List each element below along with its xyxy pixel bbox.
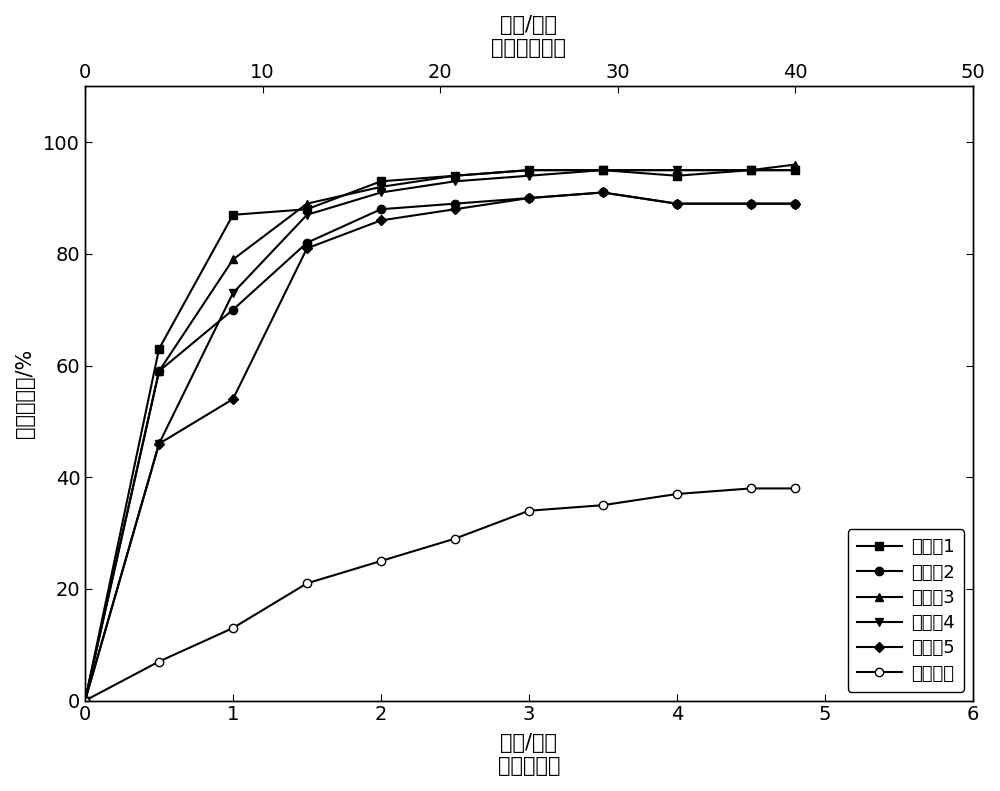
实施例1 [789, 165, 801, 175]
现有产品 [789, 483, 801, 493]
实施例3 [301, 199, 313, 208]
实施例1 [745, 165, 757, 175]
实施例5 [301, 244, 313, 253]
实施例1 [449, 171, 461, 180]
实施例5 [449, 205, 461, 214]
现有产品 [153, 657, 165, 666]
实施例4 [597, 165, 609, 175]
实施例2 [301, 238, 313, 248]
现有产品 [671, 490, 683, 499]
实施例2 [375, 205, 387, 214]
实施例3 [449, 171, 461, 180]
实施例3 [227, 255, 239, 264]
现有产品 [301, 578, 313, 588]
实施例4 [79, 696, 91, 706]
现有产品 [523, 506, 535, 516]
Legend: 实施例1, 实施例2, 实施例3, 实施例4, 实施例5, 现有产品: 实施例1, 实施例2, 实施例3, 实施例4, 实施例5, 现有产品 [848, 529, 964, 691]
实施例4 [375, 187, 387, 197]
实施例1 [597, 165, 609, 175]
实施例2 [153, 366, 165, 376]
现有产品 [449, 534, 461, 543]
实施例3 [745, 165, 757, 175]
实施例5 [375, 216, 387, 225]
X-axis label: 时间/分钟
（现有产品）: 时间/分钟 （现有产品） [491, 15, 566, 59]
实施例5 [789, 199, 801, 208]
实施例4 [449, 176, 461, 186]
实施例4 [523, 171, 535, 180]
实施例2 [79, 696, 91, 706]
实施例2 [449, 199, 461, 208]
实施例4 [745, 165, 757, 175]
实施例3 [375, 182, 387, 191]
Y-axis label: 甲醒去除率/%: 甲醒去除率/% [15, 349, 35, 438]
实施例2 [523, 193, 535, 202]
Line: 实施例2: 实施例2 [81, 188, 799, 705]
实施例3 [523, 165, 535, 175]
实施例5 [745, 199, 757, 208]
实施例2 [227, 305, 239, 315]
现有产品 [745, 483, 757, 493]
实施例5 [671, 199, 683, 208]
实施例1 [671, 171, 683, 180]
实施例4 [789, 165, 801, 175]
实施例4 [227, 288, 239, 297]
实施例3 [789, 160, 801, 169]
实施例2 [671, 199, 683, 208]
实施例1 [153, 344, 165, 354]
Line: 实施例1: 实施例1 [81, 166, 799, 705]
Line: 现有产品: 现有产品 [81, 484, 799, 705]
实施例3 [153, 366, 165, 376]
实施例1 [79, 696, 91, 706]
实施例5 [79, 696, 91, 706]
实施例1 [301, 205, 313, 214]
Line: 实施例4: 实施例4 [81, 166, 799, 705]
实施例2 [789, 199, 801, 208]
实施例5 [597, 187, 609, 197]
Line: 实施例5: 实施例5 [82, 189, 799, 704]
现有产品 [79, 696, 91, 706]
实施例2 [745, 199, 757, 208]
实施例5 [153, 439, 165, 448]
现有产品 [227, 623, 239, 633]
实施例3 [79, 696, 91, 706]
实施例1 [375, 176, 387, 186]
实施例4 [671, 165, 683, 175]
实施例3 [671, 165, 683, 175]
实施例5 [523, 193, 535, 202]
实施例1 [523, 165, 535, 175]
实施例4 [301, 210, 313, 220]
实施例3 [597, 165, 609, 175]
X-axis label: 时间/分钟
（本发明）: 时间/分钟 （本发明） [498, 732, 560, 776]
现有产品 [597, 501, 609, 510]
实施例1 [227, 210, 239, 220]
实施例5 [227, 395, 239, 404]
实施例4 [153, 439, 165, 448]
实施例2 [597, 187, 609, 197]
Line: 实施例3: 实施例3 [81, 161, 799, 705]
现有产品 [375, 556, 387, 566]
